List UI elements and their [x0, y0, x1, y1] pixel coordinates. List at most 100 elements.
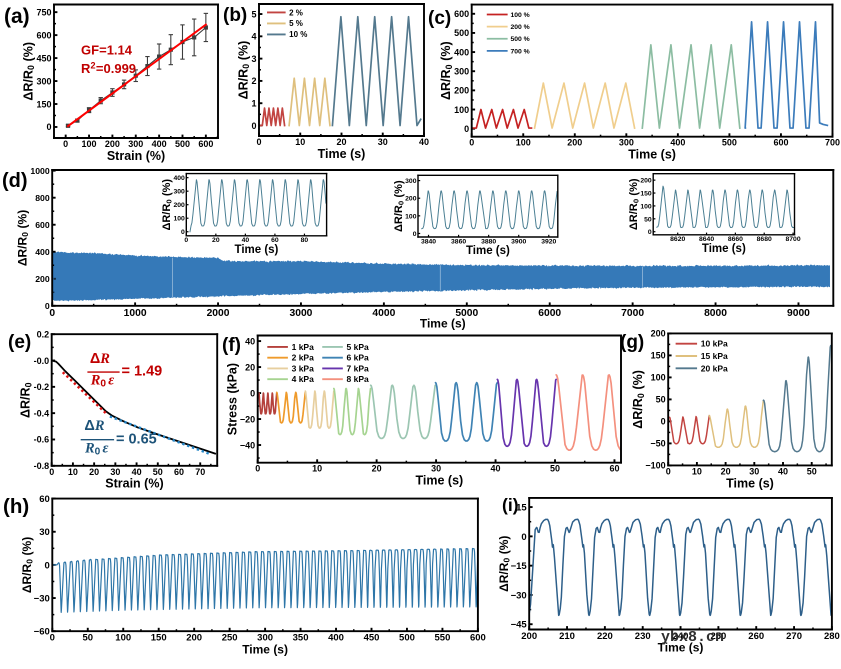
svg-text:−60: −60: [34, 627, 50, 638]
svg-text:4: 4: [251, 32, 256, 42]
svg-text:15 kPa: 15 kPa: [701, 351, 728, 361]
svg-text:10 kPa: 10 kPa: [701, 339, 728, 349]
svg-text:10: 10: [312, 464, 322, 474]
svg-text:150: 150: [640, 190, 652, 197]
svg-text:0: 0: [648, 229, 652, 236]
svg-text:750: 750: [36, 7, 51, 17]
svg-text:3: 3: [251, 54, 256, 64]
svg-text:40: 40: [491, 464, 501, 474]
svg-text:Time (s): Time (s): [242, 642, 288, 656]
svg-text:3860: 3860: [451, 238, 466, 245]
svg-text:50: 50: [82, 633, 93, 644]
svg-text:100: 100: [173, 216, 185, 223]
svg-text:450: 450: [36, 53, 51, 63]
svg-text:20 kPa: 20 kPa: [701, 363, 728, 373]
svg-text:Time (s): Time (s): [658, 641, 704, 655]
svg-text:Δ R / R: Δ R / R ( % ) 0: [234, 36, 251, 99]
svg-text:210: 210: [559, 631, 575, 642]
svg-text:200: 200: [35, 274, 50, 284]
svg-text:3 kPa: 3 kPa: [292, 363, 314, 373]
svg-text:-0.4: -0.4: [34, 408, 50, 418]
svg-text:50: 50: [153, 467, 163, 477]
svg-text:200: 200: [173, 202, 185, 209]
svg-text:Δ R / R: Δ R / R ( % ) 0: [389, 176, 406, 232]
svg-text:0: 0: [251, 121, 256, 131]
svg-text:400: 400: [35, 247, 50, 257]
svg-text:30: 30: [39, 527, 50, 538]
svg-text:1000: 1000: [30, 166, 49, 176]
svg-text:50: 50: [807, 466, 817, 476]
svg-text:5 kPa: 5 kPa: [347, 342, 369, 352]
svg-text:10: 10: [692, 466, 702, 476]
svg-text:600: 600: [470, 633, 486, 644]
svg-text:(h): (h): [3, 495, 29, 518]
svg-text:Time (s): Time (s): [420, 317, 466, 331]
svg-text:200: 200: [186, 633, 202, 644]
svg-text:400: 400: [173, 175, 185, 182]
svg-text:500: 500: [454, 28, 469, 38]
svg-text:5 %: 5 %: [289, 19, 303, 28]
svg-text:200: 200: [567, 138, 582, 148]
svg-text:10: 10: [295, 137, 305, 147]
svg-text:Δ R / R: Δ R / R ( % ) 0: [14, 205, 31, 266]
svg-text:50: 50: [550, 464, 560, 474]
svg-text:Time (s): Time (s): [466, 245, 510, 257]
svg-text:400: 400: [328, 633, 344, 644]
svg-text:-0.6: -0.6: [34, 435, 50, 445]
svg-text:Time (s): Time (s): [235, 244, 279, 256]
svg-text:3000: 3000: [289, 308, 312, 319]
svg-text:0: 0: [181, 229, 185, 236]
svg-text:3900: 3900: [511, 238, 526, 245]
svg-text:500: 500: [399, 633, 415, 644]
svg-text:500: 500: [722, 138, 737, 148]
svg-text:100: 100: [516, 138, 531, 148]
svg-text:600: 600: [198, 139, 213, 149]
svg-text:(c): (c): [428, 8, 451, 29]
svg-text:0: 0: [63, 139, 68, 149]
svg-text:300: 300: [173, 189, 185, 196]
svg-text:8 kPa: 8 kPa: [347, 374, 369, 384]
svg-text:600: 600: [773, 138, 788, 148]
svg-text:20: 20: [336, 137, 346, 147]
svg-text:200: 200: [405, 196, 417, 203]
svg-text:−15: −15: [511, 561, 528, 572]
svg-text:150: 150: [151, 633, 167, 644]
svg-text:200: 200: [651, 329, 666, 339]
svg-text:400: 400: [454, 47, 469, 57]
svg-text:0: 0: [49, 467, 54, 477]
svg-text:300: 300: [36, 76, 51, 86]
svg-text:R = 0 .: R = 0 . 9 9 9 2: [81, 60, 140, 77]
svg-text:Strain (%): Strain (%): [107, 149, 165, 163]
svg-text:2 kPa: 2 kPa: [292, 353, 314, 363]
svg-text:-0.0: -0.0: [34, 356, 50, 366]
svg-text:15: 15: [516, 503, 527, 514]
svg-text:Δ R / R: Δ R / R ( % ) 0: [19, 37, 36, 100]
svg-text:(g): (g): [620, 332, 644, 353]
svg-text:50: 50: [656, 395, 666, 405]
svg-text:0: 0: [49, 308, 55, 319]
svg-text:8660: 8660: [728, 236, 743, 243]
svg-text:40: 40: [242, 237, 250, 244]
svg-text:9000: 9000: [787, 308, 810, 319]
svg-text:Time (s): Time (s): [726, 476, 774, 490]
svg-text:40: 40: [778, 466, 788, 476]
svg-text:700: 700: [825, 138, 840, 148]
svg-text:(f): (f): [222, 335, 241, 356]
svg-text:250: 250: [222, 633, 238, 644]
svg-text:0: 0: [661, 417, 666, 427]
svg-text:0: 0: [469, 138, 474, 148]
svg-text:270: 270: [786, 631, 802, 642]
svg-text:30: 30: [431, 464, 441, 474]
svg-text:ybx8.cn: ybx8.cn: [661, 629, 724, 646]
svg-text:(b): (b): [223, 5, 247, 26]
svg-text:280: 280: [824, 631, 840, 642]
svg-text:5000: 5000: [455, 308, 478, 319]
svg-text:0: 0: [45, 560, 50, 571]
svg-text:500 %: 500 %: [510, 36, 529, 43]
svg-text:(i): (i): [502, 495, 519, 515]
svg-text:20: 20: [89, 467, 99, 477]
svg-text:100: 100: [405, 213, 417, 220]
svg-text:−100: −100: [645, 461, 665, 471]
svg-text:2000: 2000: [207, 308, 230, 319]
svg-text:350: 350: [293, 633, 309, 644]
